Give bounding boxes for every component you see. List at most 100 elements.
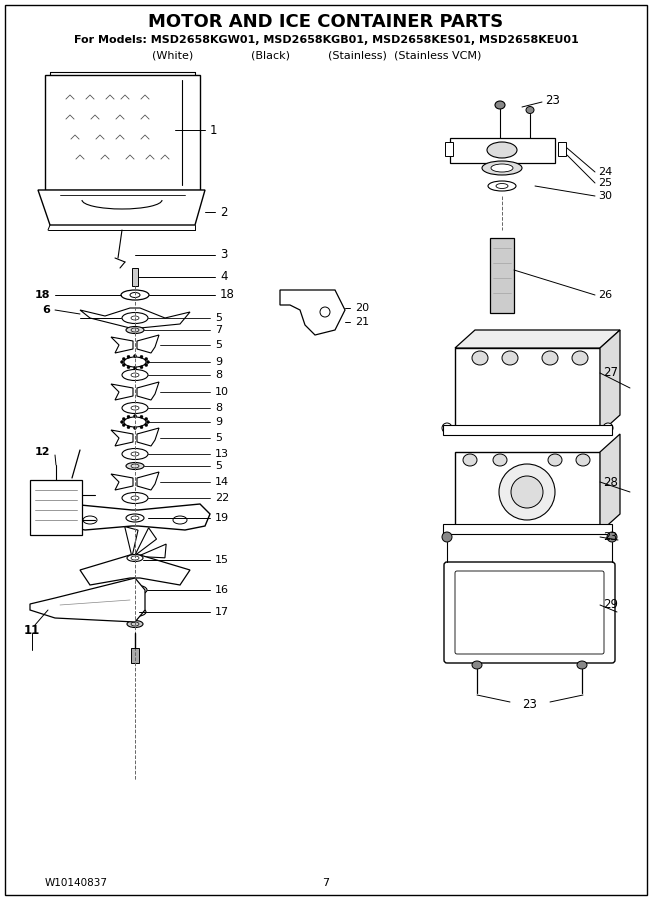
- Text: 3: 3: [220, 248, 228, 262]
- Circle shape: [499, 464, 555, 520]
- Ellipse shape: [122, 312, 148, 323]
- FancyBboxPatch shape: [45, 75, 200, 190]
- Ellipse shape: [122, 370, 148, 381]
- Text: 1: 1: [210, 123, 218, 137]
- Text: 15: 15: [215, 555, 229, 565]
- Ellipse shape: [122, 492, 148, 503]
- Circle shape: [145, 418, 148, 420]
- Ellipse shape: [502, 351, 518, 365]
- FancyBboxPatch shape: [450, 138, 555, 163]
- Polygon shape: [138, 544, 166, 558]
- Circle shape: [122, 418, 125, 420]
- Polygon shape: [38, 190, 205, 225]
- Polygon shape: [30, 578, 145, 622]
- Ellipse shape: [122, 448, 148, 460]
- Text: 7: 7: [323, 878, 329, 888]
- Polygon shape: [111, 337, 133, 353]
- Text: 23: 23: [522, 698, 537, 712]
- Text: 11: 11: [24, 624, 40, 636]
- Polygon shape: [80, 555, 190, 585]
- Polygon shape: [600, 330, 620, 433]
- Ellipse shape: [482, 161, 522, 175]
- Ellipse shape: [487, 142, 517, 158]
- Text: 5: 5: [215, 340, 222, 350]
- Circle shape: [603, 423, 613, 433]
- Text: 7: 7: [215, 325, 222, 335]
- Ellipse shape: [127, 554, 143, 562]
- Text: 5: 5: [215, 313, 222, 323]
- Text: 20: 20: [355, 303, 369, 313]
- FancyBboxPatch shape: [30, 480, 82, 535]
- Text: 9: 9: [215, 357, 222, 367]
- Ellipse shape: [491, 164, 513, 172]
- Ellipse shape: [127, 620, 143, 627]
- Text: 22: 22: [215, 493, 230, 503]
- Ellipse shape: [122, 402, 148, 413]
- Ellipse shape: [126, 463, 144, 470]
- Circle shape: [121, 420, 123, 424]
- Polygon shape: [111, 430, 133, 446]
- Circle shape: [127, 426, 130, 428]
- Text: For Models: MSD2658KGW01, MSD2658KGB01, MSD2658KES01, MSD2658KEU01: For Models: MSD2658KGW01, MSD2658KGB01, …: [74, 35, 578, 45]
- Polygon shape: [80, 308, 190, 328]
- Circle shape: [145, 424, 148, 427]
- Circle shape: [511, 476, 543, 508]
- Circle shape: [147, 361, 149, 364]
- Ellipse shape: [548, 454, 562, 466]
- Text: 2: 2: [220, 205, 228, 219]
- Circle shape: [145, 357, 148, 361]
- Circle shape: [140, 356, 143, 358]
- Circle shape: [140, 415, 143, 419]
- Bar: [443, 524, 612, 534]
- Text: 29: 29: [603, 598, 618, 611]
- Text: 16: 16: [215, 585, 229, 595]
- Polygon shape: [280, 290, 345, 335]
- Text: 27: 27: [603, 366, 618, 380]
- Polygon shape: [455, 330, 620, 348]
- Polygon shape: [60, 504, 210, 530]
- Text: 9: 9: [215, 417, 222, 427]
- Text: 23: 23: [603, 532, 617, 542]
- Circle shape: [147, 420, 149, 424]
- Bar: [132, 268, 138, 286]
- Text: (Stainless VCM): (Stainless VCM): [394, 51, 482, 61]
- Text: 13: 13: [215, 449, 229, 459]
- Circle shape: [134, 366, 136, 370]
- Circle shape: [121, 361, 123, 364]
- Bar: [455, 348, 600, 433]
- Text: 18: 18: [220, 289, 235, 302]
- Text: (Stainless): (Stainless): [328, 51, 387, 61]
- Polygon shape: [135, 527, 156, 555]
- Bar: [445, 142, 453, 156]
- Text: 12: 12: [35, 447, 50, 457]
- Polygon shape: [137, 472, 159, 490]
- Ellipse shape: [463, 454, 477, 466]
- Ellipse shape: [495, 101, 505, 109]
- Circle shape: [122, 364, 125, 366]
- Bar: [455, 452, 600, 532]
- Text: 14: 14: [215, 477, 229, 487]
- Circle shape: [134, 415, 136, 418]
- Polygon shape: [137, 428, 159, 446]
- Ellipse shape: [576, 454, 590, 466]
- Text: 25: 25: [598, 178, 612, 188]
- Circle shape: [122, 424, 125, 427]
- Ellipse shape: [488, 181, 516, 191]
- Ellipse shape: [472, 661, 482, 669]
- Ellipse shape: [124, 608, 146, 616]
- Circle shape: [145, 364, 148, 366]
- Text: (Black): (Black): [251, 51, 290, 61]
- Text: 17: 17: [215, 607, 229, 617]
- Text: 24: 24: [598, 167, 612, 177]
- Ellipse shape: [124, 417, 146, 427]
- Ellipse shape: [124, 357, 146, 367]
- Text: 23: 23: [545, 94, 560, 106]
- Bar: [131, 648, 139, 663]
- Circle shape: [140, 426, 143, 428]
- Circle shape: [442, 423, 452, 433]
- Text: 6: 6: [42, 305, 50, 315]
- Text: 4: 4: [220, 271, 228, 284]
- Ellipse shape: [542, 351, 558, 365]
- Polygon shape: [111, 474, 133, 490]
- Ellipse shape: [526, 106, 534, 113]
